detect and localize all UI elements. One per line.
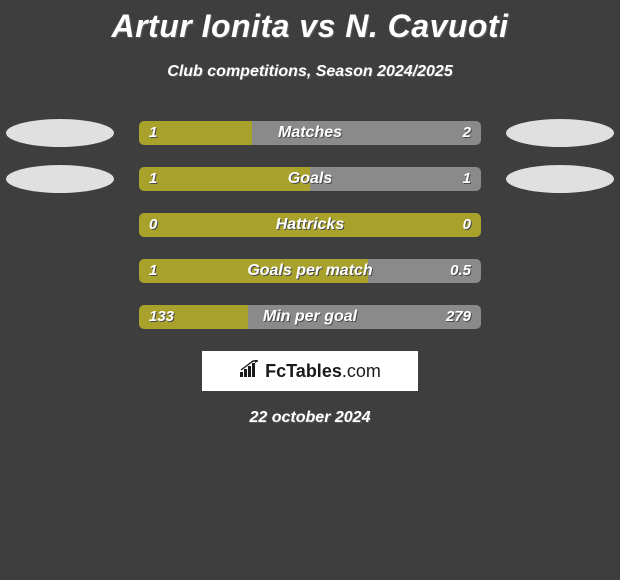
stat-value-left: 1 [139, 167, 167, 191]
stat-row: 11Goals [0, 167, 620, 191]
date-label: 22 october 2024 [0, 409, 620, 427]
player-disc-left [6, 165, 114, 193]
stat-bar [139, 305, 481, 329]
player-disc-left [6, 119, 114, 147]
player-disc-right [506, 119, 614, 147]
stat-value-left: 1 [139, 259, 167, 283]
brand-badge: FcTables.com [202, 351, 418, 391]
stats-container: 12Matches11Goals00Hattricks10.5Goals per… [0, 121, 620, 329]
subtitle: Club competitions, Season 2024/2025 [0, 63, 620, 81]
stat-bar [139, 213, 481, 237]
stat-bar-left [139, 213, 481, 237]
stat-row: 10.5Goals per match [0, 259, 620, 283]
stat-value-right: 0.5 [440, 259, 481, 283]
stat-value-left: 1 [139, 121, 167, 145]
stat-value-right: 2 [453, 121, 481, 145]
stat-bar-left [139, 259, 368, 283]
stat-bar-right [252, 121, 481, 145]
chart-icon [239, 360, 261, 383]
player-disc-right [506, 165, 614, 193]
stat-row: 12Matches [0, 121, 620, 145]
stat-row: 00Hattricks [0, 213, 620, 237]
page-title: Artur Ionita vs N. Cavuoti [0, 8, 620, 45]
stat-bar [139, 259, 481, 283]
stat-value-left: 133 [139, 305, 184, 329]
stat-row: 133279Min per goal [0, 305, 620, 329]
stat-bar [139, 121, 481, 145]
brand-text: FcTables.com [265, 361, 381, 382]
stat-value-left: 0 [139, 213, 167, 237]
stat-value-right: 1 [453, 167, 481, 191]
stat-value-right: 279 [436, 305, 481, 329]
stat-bar [139, 167, 481, 191]
stat-value-right: 0 [453, 213, 481, 237]
